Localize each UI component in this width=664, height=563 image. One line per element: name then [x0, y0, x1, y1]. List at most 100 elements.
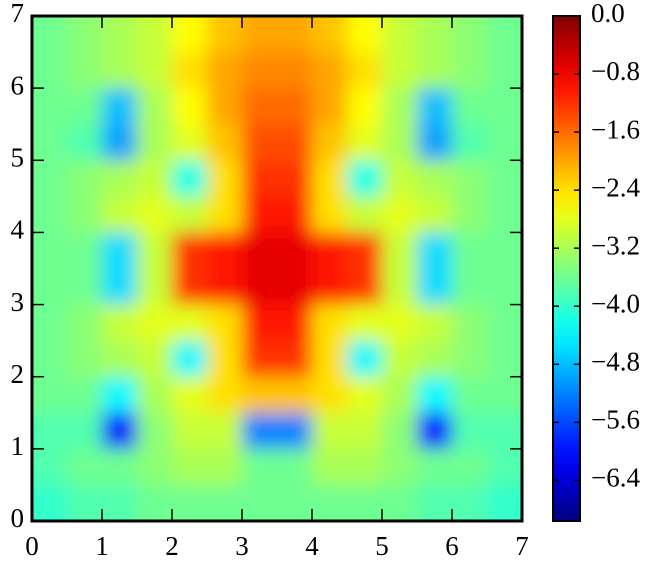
heatmap-cell	[207, 484, 243, 521]
heatmap-cell	[67, 448, 103, 486]
heatmap-cell	[452, 268, 488, 306]
heatmap-cell	[32, 304, 68, 342]
x-tick-label: 1	[95, 531, 109, 561]
colorbar-tick-label: −4.8	[591, 346, 640, 376]
heatmap-cell	[277, 88, 313, 125]
heatmap-cell	[102, 88, 138, 125]
heatmap-cell	[102, 52, 138, 89]
heatmap-cell	[382, 304, 418, 342]
heatmap-cell	[312, 376, 348, 414]
heatmap-cell	[417, 304, 453, 342]
heatmap-cell	[452, 124, 488, 161]
heatmap-cell	[487, 52, 522, 89]
y-tick-label: 4	[11, 215, 25, 245]
heatmap-cell	[382, 124, 418, 161]
heatmap-cell	[312, 340, 348, 378]
heatmap-cell	[277, 448, 313, 486]
heatmap-cell	[102, 376, 138, 414]
heatmap-cell	[277, 376, 313, 414]
heatmap-cell	[207, 376, 243, 414]
heatmap-cell	[137, 268, 173, 306]
heatmap-cell	[67, 340, 103, 378]
heatmap-cell	[172, 484, 208, 521]
heatmap-cell	[452, 484, 488, 521]
heatmap-cell	[277, 196, 313, 233]
heatmap-cell	[207, 16, 243, 53]
heatmap-cell	[452, 376, 488, 414]
heatmap-cell	[312, 16, 348, 53]
heatmap-cell	[417, 340, 453, 378]
heatmap-cell	[382, 376, 418, 414]
colorbar-tick-label: −0.8	[591, 56, 640, 86]
heatmap-cell	[242, 160, 278, 197]
heatmap-cell	[172, 124, 208, 161]
heatmap-cell	[32, 376, 68, 414]
heatmap-cell	[312, 52, 348, 89]
heatmap-cell	[417, 232, 453, 269]
heatmap-cell	[32, 52, 68, 89]
heatmap-cell	[487, 16, 522, 53]
heatmap-cell	[417, 16, 453, 53]
heatmap-cell	[487, 196, 522, 233]
heatmap-cell	[452, 304, 488, 342]
heatmap-cell	[487, 88, 522, 125]
heatmap-cell	[417, 448, 453, 486]
heatmap-cell	[172, 16, 208, 53]
heatmap-cell	[347, 196, 383, 233]
heatmap-cell	[452, 52, 488, 89]
heatmap-cell	[277, 52, 313, 89]
heatmap-cell	[172, 268, 208, 306]
heatmap-cell	[172, 196, 208, 233]
heatmap-cell	[242, 304, 278, 342]
colorbar-tick-label: −4.0	[591, 288, 640, 318]
y-tick-label: 3	[11, 287, 25, 317]
heatmap-cell	[312, 88, 348, 125]
heatmap-cell	[32, 232, 68, 269]
heatmap-cell	[32, 88, 68, 125]
heatmap-cell	[277, 268, 313, 306]
heatmap-cell	[172, 448, 208, 486]
heatmap-cell	[242, 124, 278, 161]
heatmap-cell	[382, 88, 418, 125]
x-tick-label: 3	[235, 531, 249, 561]
heatmap-cell	[347, 232, 383, 269]
heatmap-cell	[382, 484, 418, 521]
heatmap-cell	[137, 160, 173, 197]
heatmap-cell	[207, 196, 243, 233]
heatmap-cell	[452, 160, 488, 197]
heatmap-cell	[277, 304, 313, 342]
heatmap-cell	[382, 196, 418, 233]
heatmap-cell	[172, 304, 208, 342]
heatmap-cell	[347, 484, 383, 521]
heatmap-cell	[102, 160, 138, 197]
heatmap-cell	[487, 448, 522, 486]
heatmap-cell	[452, 196, 488, 233]
heatmap-cell	[312, 160, 348, 197]
y-tick-label: 1	[11, 431, 25, 461]
heatmap-cell	[207, 448, 243, 486]
heatmap-cell	[452, 448, 488, 486]
heatmap-cell	[452, 16, 488, 53]
heatmap-cell	[242, 448, 278, 486]
heatmap-cell	[32, 124, 68, 161]
plot-frame	[30, 14, 524, 523]
heatmap-cell	[312, 448, 348, 486]
heatmap-cell	[102, 340, 138, 378]
heatmap-cell	[67, 160, 103, 197]
heatmap-cell	[452, 232, 488, 269]
heatmap-cell	[137, 484, 173, 521]
heatmap-cell	[137, 376, 173, 414]
heatmap-cell	[32, 268, 68, 306]
heatmap-cell	[487, 412, 522, 450]
heatmap-cell	[67, 268, 103, 306]
heatmap-cell	[347, 124, 383, 161]
heatmap-cell	[417, 484, 453, 521]
heatmap-cell	[417, 124, 453, 161]
heatmap-cell	[242, 232, 278, 269]
heatmap-cell	[207, 304, 243, 342]
heatmap-cell	[487, 340, 522, 378]
heatmap-cell	[67, 376, 103, 414]
heatmap-cell	[172, 160, 208, 197]
heatmap-cell	[417, 196, 453, 233]
